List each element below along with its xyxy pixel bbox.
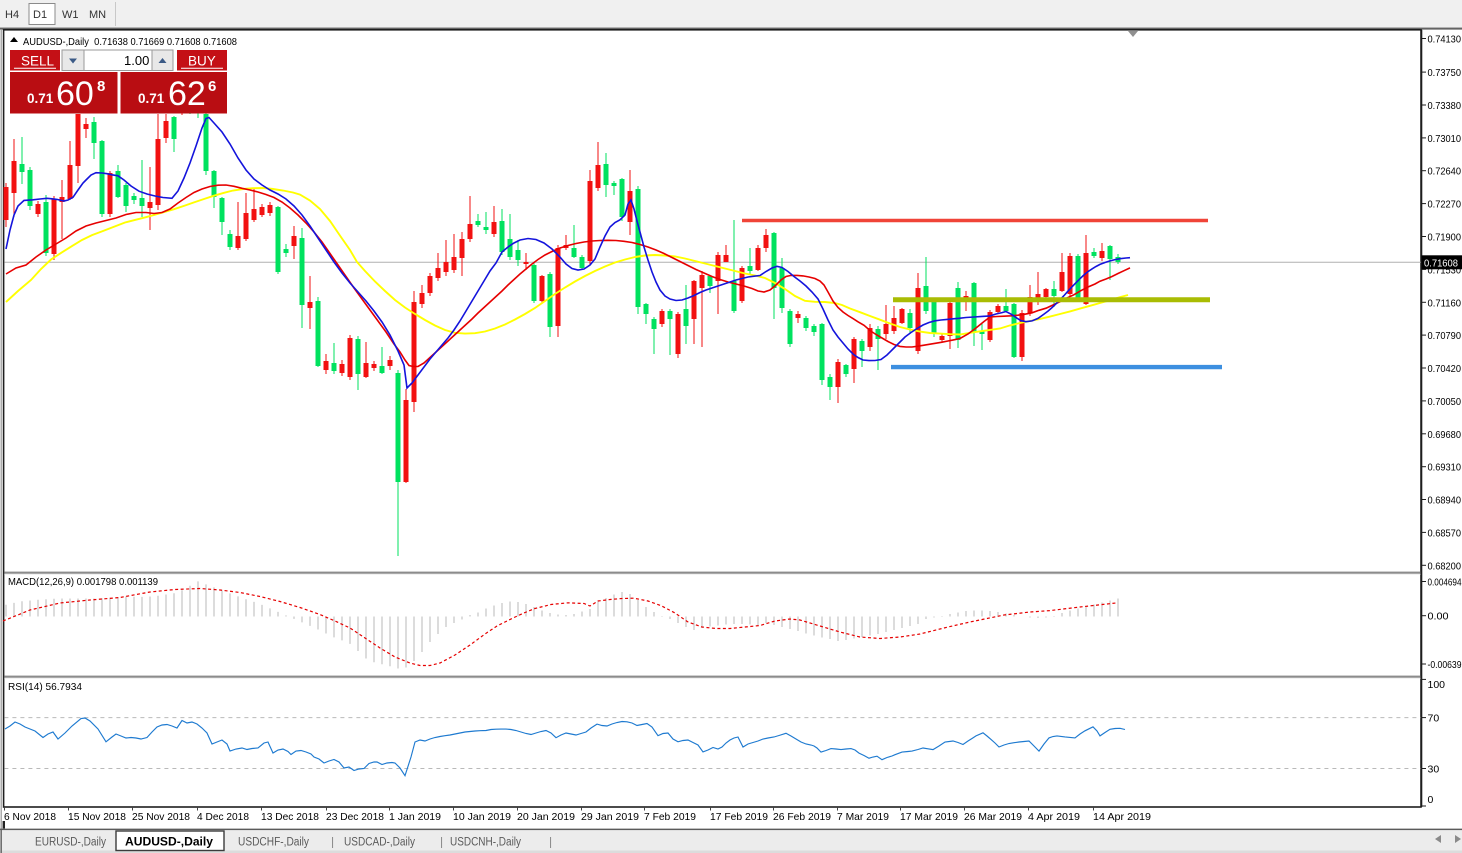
svg-text:0.69310: 0.69310 xyxy=(1428,462,1462,474)
svg-text:D1: D1 xyxy=(33,9,47,21)
svg-text:USDCAD-,Daily: USDCAD-,Daily xyxy=(344,837,415,849)
svg-text:0.68570: 0.68570 xyxy=(1428,527,1462,539)
svg-text:0.74130: 0.74130 xyxy=(1428,34,1462,46)
svg-text:0.71608: 0.71608 xyxy=(1424,257,1458,269)
svg-text:SELL: SELL xyxy=(21,54,55,69)
svg-text:10 Jan 2019: 10 Jan 2019 xyxy=(453,811,511,823)
svg-text:0.71: 0.71 xyxy=(138,91,165,106)
svg-text:29 Jan 2019: 29 Jan 2019 xyxy=(581,811,639,823)
svg-text:70: 70 xyxy=(1428,713,1440,725)
svg-text:0.70420: 0.70420 xyxy=(1428,363,1462,375)
svg-text:30: 30 xyxy=(1428,764,1440,776)
svg-text:0.68200: 0.68200 xyxy=(1428,560,1462,572)
svg-text:MN: MN xyxy=(89,9,106,21)
svg-text:26 Feb 2019: 26 Feb 2019 xyxy=(773,811,831,823)
svg-text:13 Dec 2018: 13 Dec 2018 xyxy=(261,811,319,823)
svg-text:0.70050: 0.70050 xyxy=(1428,396,1462,408)
svg-text:6: 6 xyxy=(208,78,216,95)
svg-text:8: 8 xyxy=(97,78,105,95)
svg-text:1.00: 1.00 xyxy=(124,53,149,68)
svg-text:BUY: BUY xyxy=(188,54,216,69)
svg-text:0.73750: 0.73750 xyxy=(1428,67,1462,79)
svg-text:W1: W1 xyxy=(62,9,79,21)
svg-text:AUDUSD-,Daily: AUDUSD-,Daily xyxy=(125,837,214,849)
svg-text:-0.00639: -0.00639 xyxy=(1428,659,1462,671)
svg-text:0.73380: 0.73380 xyxy=(1428,100,1462,112)
svg-text:|: | xyxy=(331,835,334,849)
svg-text:7 Mar 2019: 7 Mar 2019 xyxy=(837,811,889,823)
svg-text:RSI(14) 56.7934: RSI(14) 56.7934 xyxy=(8,681,82,693)
svg-text:25 Nov 2018: 25 Nov 2018 xyxy=(132,811,190,823)
svg-text:0.69680: 0.69680 xyxy=(1428,429,1462,441)
svg-text:20 Jan 2019: 20 Jan 2019 xyxy=(517,811,575,823)
svg-text:0: 0 xyxy=(1428,794,1434,806)
svg-text:|: | xyxy=(549,835,552,849)
svg-text:60: 60 xyxy=(56,75,94,113)
svg-text:23 Dec 2018: 23 Dec 2018 xyxy=(326,811,384,823)
svg-text:6 Nov 2018: 6 Nov 2018 xyxy=(4,811,56,823)
svg-text:1 Jan 2019: 1 Jan 2019 xyxy=(389,811,441,823)
svg-text:14 Apr 2019: 14 Apr 2019 xyxy=(1093,811,1151,823)
svg-text:USDCNH-,Daily: USDCNH-,Daily xyxy=(450,837,521,849)
svg-text:0.68940: 0.68940 xyxy=(1428,495,1462,507)
svg-text:4 Apr 2019: 4 Apr 2019 xyxy=(1028,811,1080,823)
svg-text:0.71: 0.71 xyxy=(27,91,54,106)
svg-text:0.72270: 0.72270 xyxy=(1428,199,1462,211)
svg-text:0.70790: 0.70790 xyxy=(1428,330,1462,342)
svg-text:0.004694: 0.004694 xyxy=(1428,577,1462,589)
svg-text:USDCHF-,Daily: USDCHF-,Daily xyxy=(238,837,309,849)
svg-text:MACD(12,26,9) 0.001798 0.00113: MACD(12,26,9) 0.001798 0.001139 xyxy=(8,576,158,588)
svg-text:26 Mar 2019: 26 Mar 2019 xyxy=(964,811,1022,823)
svg-text:0.71160: 0.71160 xyxy=(1428,297,1462,309)
svg-text:0.72640: 0.72640 xyxy=(1428,166,1462,178)
svg-text:100: 100 xyxy=(1428,679,1446,691)
svg-text:4 Dec 2018: 4 Dec 2018 xyxy=(197,811,249,823)
svg-text:EURUSD-,Daily: EURUSD-,Daily xyxy=(35,837,106,849)
svg-text:|: | xyxy=(440,835,443,849)
svg-text:0.00: 0.00 xyxy=(1428,611,1449,623)
svg-text:AUDUSD-,Daily 0.71638 0.71669: AUDUSD-,Daily 0.71638 0.71669 0.71608 0.… xyxy=(23,36,237,48)
svg-text:15 Nov 2018: 15 Nov 2018 xyxy=(68,811,126,823)
svg-text:0.73010: 0.73010 xyxy=(1428,133,1462,145)
svg-text:0.71900: 0.71900 xyxy=(1428,232,1462,244)
svg-text:7 Feb 2019: 7 Feb 2019 xyxy=(644,811,696,823)
svg-text:17 Mar 2019: 17 Mar 2019 xyxy=(900,811,958,823)
svg-text:62: 62 xyxy=(168,75,206,113)
svg-text:17 Feb 2019: 17 Feb 2019 xyxy=(710,811,768,823)
svg-text:H4: H4 xyxy=(5,9,19,21)
